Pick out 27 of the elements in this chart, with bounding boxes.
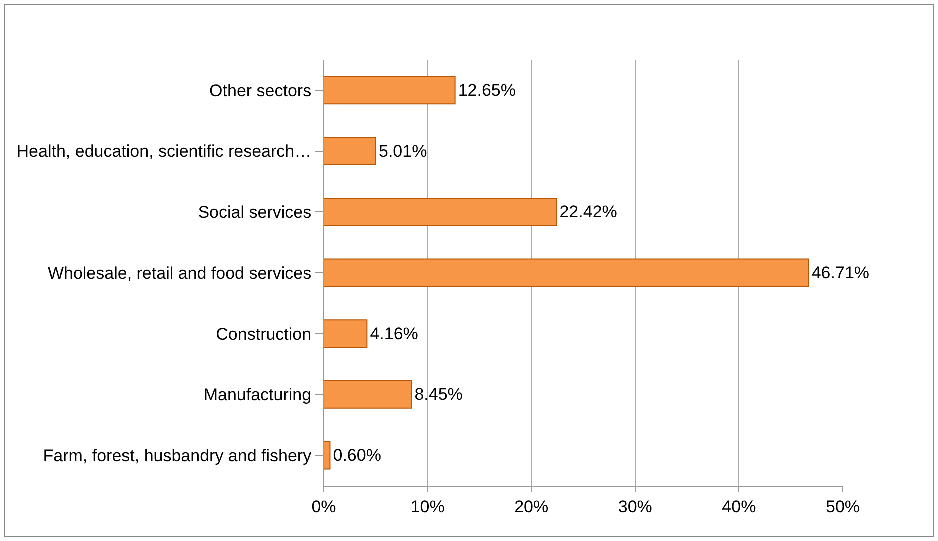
- data-label: 0.60%: [333, 446, 382, 466]
- data-label: 46.71%: [812, 264, 870, 282]
- y-tick-label: Other sectors: [210, 81, 312, 100]
- x-tick-label: 50%: [826, 497, 860, 516]
- data-label: 4.16%: [370, 324, 418, 344]
- bar: [324, 441, 331, 470]
- data-label: 8.45%: [414, 385, 463, 404]
- x-tick-label: 40%: [722, 497, 756, 516]
- y-tick-label: Wholesale, retail and food services: [48, 264, 312, 283]
- bar: [324, 380, 412, 409]
- y-tick-label: Health, education, scientific research…: [16, 142, 312, 162]
- x-tick-label: 30%: [618, 497, 652, 516]
- data-label: 12.65%: [458, 80, 516, 100]
- y-tick-label: Construction: [216, 324, 312, 344]
- bar: [324, 198, 558, 226]
- bar: [324, 137, 376, 166]
- bar: [324, 76, 456, 105]
- bar: [324, 320, 368, 348]
- x-tick-label: 20%: [514, 497, 549, 516]
- y-tick-label: Manufacturing: [204, 386, 312, 405]
- y-tick-label: Social services: [198, 203, 312, 222]
- data-label: 5.01%: [379, 142, 428, 161]
- data-label: 22.42%: [560, 202, 618, 222]
- x-tick-label: 10%: [410, 497, 445, 516]
- x-tick-label: 0%: [312, 497, 336, 516]
- bar: [324, 258, 810, 288]
- y-tick-label: Farm, forest, husbandry and fishery: [43, 446, 312, 466]
